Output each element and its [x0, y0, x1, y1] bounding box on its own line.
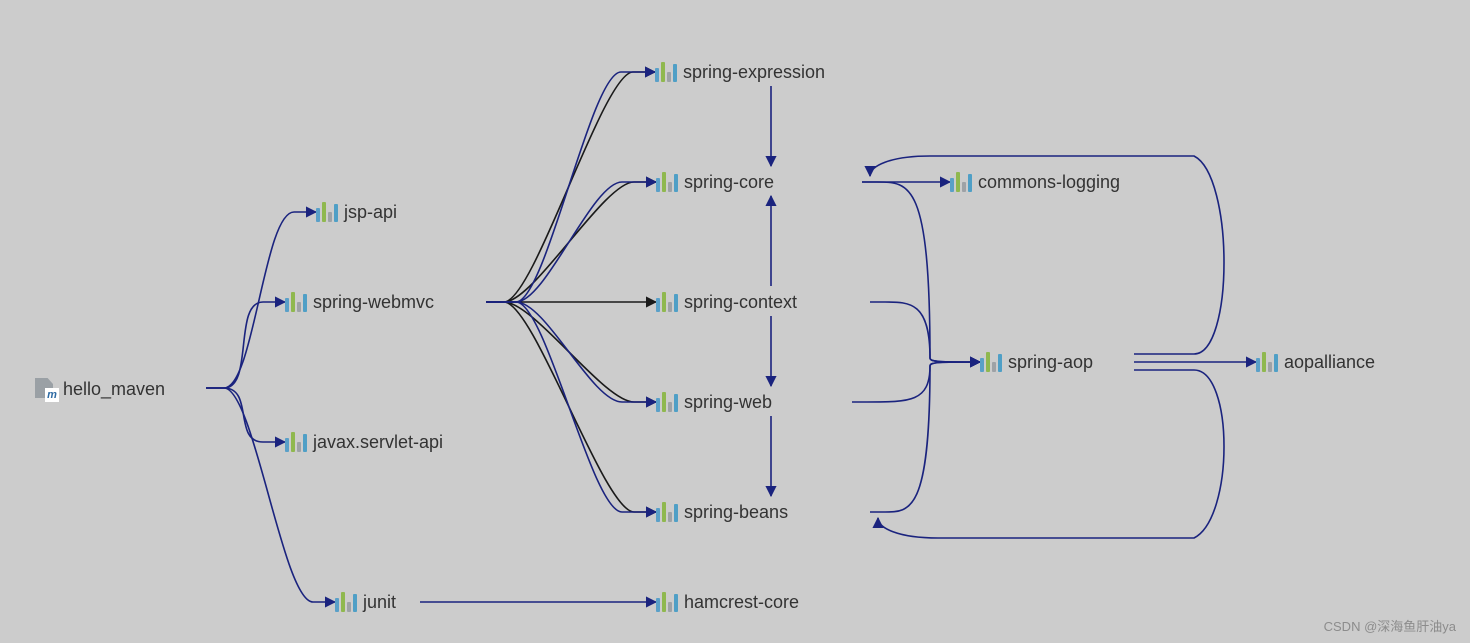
jar-icon: [285, 292, 307, 312]
jar-icon: [950, 172, 972, 192]
node-label: spring-webmvc: [313, 293, 434, 311]
node-label: hamcrest-core: [684, 593, 799, 611]
watermark: CSDN @深海鱼肝油ya: [1324, 616, 1456, 635]
node-junit[interactable]: junit: [335, 592, 396, 612]
node-label: spring-expression: [683, 63, 825, 81]
node-jsp-api[interactable]: jsp-api: [316, 202, 397, 222]
node-label: spring-web: [684, 393, 772, 411]
dependency-diagram: m hello_maven jsp-api spring-webmvc java…: [0, 0, 1470, 643]
node-spring-expression[interactable]: spring-expression: [655, 62, 825, 82]
jar-icon: [656, 502, 678, 522]
node-label: javax.servlet-api: [313, 433, 443, 451]
node-hamcrest-core[interactable]: hamcrest-core: [656, 592, 799, 612]
jar-icon: [335, 592, 357, 612]
node-label: spring-context: [684, 293, 797, 311]
node-label: hello_maven: [63, 380, 165, 398]
node-aopalliance[interactable]: aopalliance: [1256, 352, 1375, 372]
jar-icon: [285, 432, 307, 452]
node-spring-aop[interactable]: spring-aop: [980, 352, 1093, 372]
node-label: jsp-api: [344, 203, 397, 221]
jar-icon: [1256, 352, 1278, 372]
maven-icon: m: [35, 378, 57, 400]
node-label: spring-core: [684, 173, 774, 191]
node-label: spring-beans: [684, 503, 788, 521]
node-spring-context[interactable]: spring-context: [656, 292, 797, 312]
jar-icon: [656, 592, 678, 612]
jar-icon: [655, 62, 677, 82]
node-commons-logging[interactable]: commons-logging: [950, 172, 1120, 192]
edges-layer: [0, 0, 1470, 643]
node-label: commons-logging: [978, 173, 1120, 191]
node-spring-beans[interactable]: spring-beans: [656, 502, 788, 522]
node-label: junit: [363, 593, 396, 611]
jar-icon: [656, 172, 678, 192]
node-spring-webmvc[interactable]: spring-webmvc: [285, 292, 434, 312]
node-javax-servlet-api[interactable]: javax.servlet-api: [285, 432, 443, 452]
jar-icon: [980, 352, 1002, 372]
node-spring-web[interactable]: spring-web: [656, 392, 772, 412]
jar-icon: [656, 392, 678, 412]
node-spring-core[interactable]: spring-core: [656, 172, 774, 192]
node-hello-maven[interactable]: m hello_maven: [35, 378, 165, 400]
node-label: aopalliance: [1284, 353, 1375, 371]
node-label: spring-aop: [1008, 353, 1093, 371]
jar-icon: [316, 202, 338, 222]
jar-icon: [656, 292, 678, 312]
